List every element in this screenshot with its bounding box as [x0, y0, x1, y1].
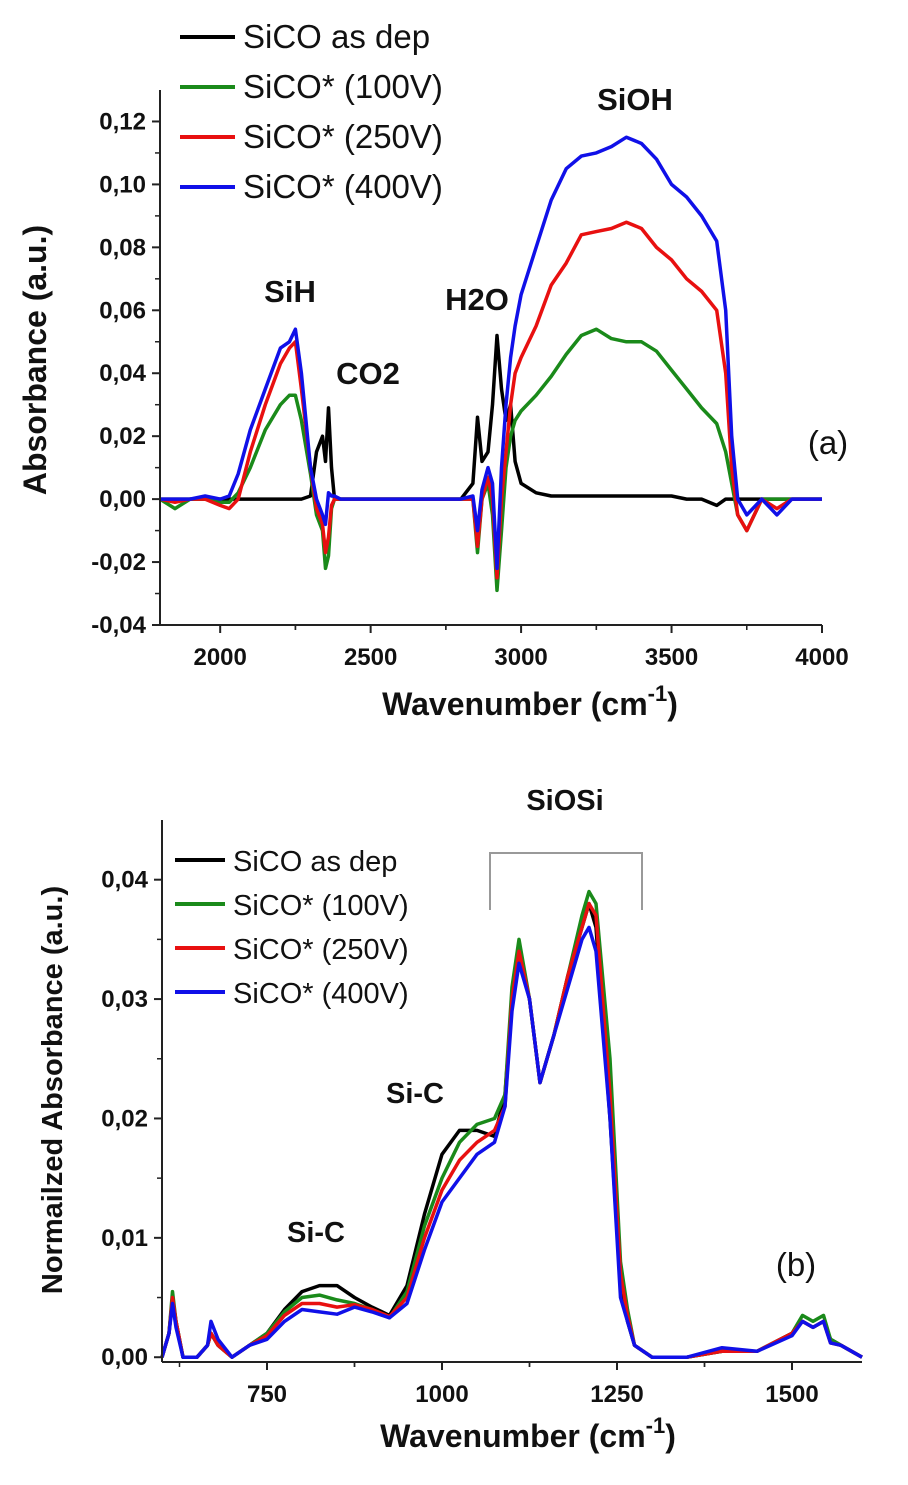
- y-tick-label: 0,00: [99, 486, 146, 513]
- y-tick-label: 0,03: [101, 986, 148, 1013]
- y-tick-label: -0,04: [91, 612, 146, 639]
- y-axis-label: Absorbance (a.u.): [17, 225, 53, 495]
- annotation-co2: CO2: [336, 356, 400, 391]
- legend-label: SiCO* (250V): [233, 934, 409, 966]
- panel-label-b: (b): [776, 1246, 816, 1283]
- annotation-sioh: SiOH: [597, 82, 673, 117]
- x-axis-label-sup: -1: [646, 1413, 666, 1438]
- x-tick-label: 1000: [415, 1381, 468, 1408]
- series-line-v400: [160, 135, 822, 571]
- y-tick-label: 0,04: [101, 867, 148, 894]
- legend-label: SiCO* (100V): [243, 68, 443, 105]
- series-line-as_dep: [160, 901, 863, 1359]
- legend-label: SiCO as dep: [233, 846, 397, 878]
- x-axis-label-end: ): [667, 686, 678, 722]
- x-tick-label: 750: [247, 1381, 287, 1408]
- series-line-v100: [159, 327, 822, 593]
- y-tick-label: -0,02: [91, 549, 146, 576]
- legend-label: SiCO* (400V): [243, 168, 443, 205]
- x-tick-label: 3000: [494, 644, 547, 671]
- annotation-sih: SiH: [264, 274, 316, 309]
- series-line-as_dep: [160, 333, 822, 508]
- x-axis-label: Wavenumber (cm-1): [380, 1413, 676, 1454]
- x-axis-label: Wavenumber (cm-1): [382, 681, 678, 722]
- series-line-v250: [160, 901, 863, 1359]
- x-axis-label-text: Wavenumber (cm: [380, 1418, 646, 1454]
- siosi-bracket: [489, 852, 643, 910]
- x-axis-label-sup: -1: [648, 681, 668, 706]
- annotation-h2o: H2O: [445, 282, 509, 317]
- legend-label: SiCO as dep: [243, 18, 430, 55]
- annotation-si-c-2: Si-C: [287, 1217, 345, 1249]
- annotation-si-c-1: Si-C: [386, 1078, 444, 1110]
- y-tick-label: 0,10: [99, 171, 146, 198]
- y-tick-label: 0,02: [101, 1105, 148, 1132]
- y-tick-label: 0,04: [99, 360, 146, 387]
- y-tick-label: 0,06: [99, 297, 146, 324]
- panel-label-a: (a): [808, 424, 848, 461]
- annotation-siosi: SiOSi: [526, 785, 603, 817]
- x-tick-label: 2500: [344, 644, 397, 671]
- x-tick-label: 3500: [645, 644, 698, 671]
- y-tick-label: 0,12: [99, 108, 146, 135]
- x-tick-label: 2000: [193, 644, 246, 671]
- legend-label: SiCO* (100V): [233, 890, 409, 922]
- x-tick-label: 4000: [795, 644, 848, 671]
- series-line-v250: [159, 220, 822, 580]
- x-axis-label-text: Wavenumber (cm: [382, 686, 648, 722]
- legend-label: SiCO* (400V): [233, 978, 409, 1010]
- y-tick-label: 0,08: [99, 234, 146, 261]
- legend-label: SiCO* (250V): [243, 118, 443, 155]
- x-tick-label: 1500: [765, 1381, 818, 1408]
- y-tick-label: 0,00: [101, 1344, 148, 1371]
- y-tick-label: 0,01: [101, 1225, 148, 1252]
- x-tick-label: 1250: [590, 1381, 643, 1408]
- x-axis-label-end: ): [665, 1418, 676, 1454]
- y-axis-label: Normailzed Absorbance (a.u.): [37, 886, 69, 1294]
- panel-a: -0,04 -0,02 0,00 0,02 0,04 0,06 0,08 0,10 0,12 20…: [17, 18, 849, 722]
- panel-b: 0,00 0,01 0,02 0,03 0,04 750 1000 1250 1500 Waven…: [37, 820, 863, 1454]
- y-tick-label: 0,02: [99, 423, 146, 450]
- series-line-v400: [160, 925, 863, 1359]
